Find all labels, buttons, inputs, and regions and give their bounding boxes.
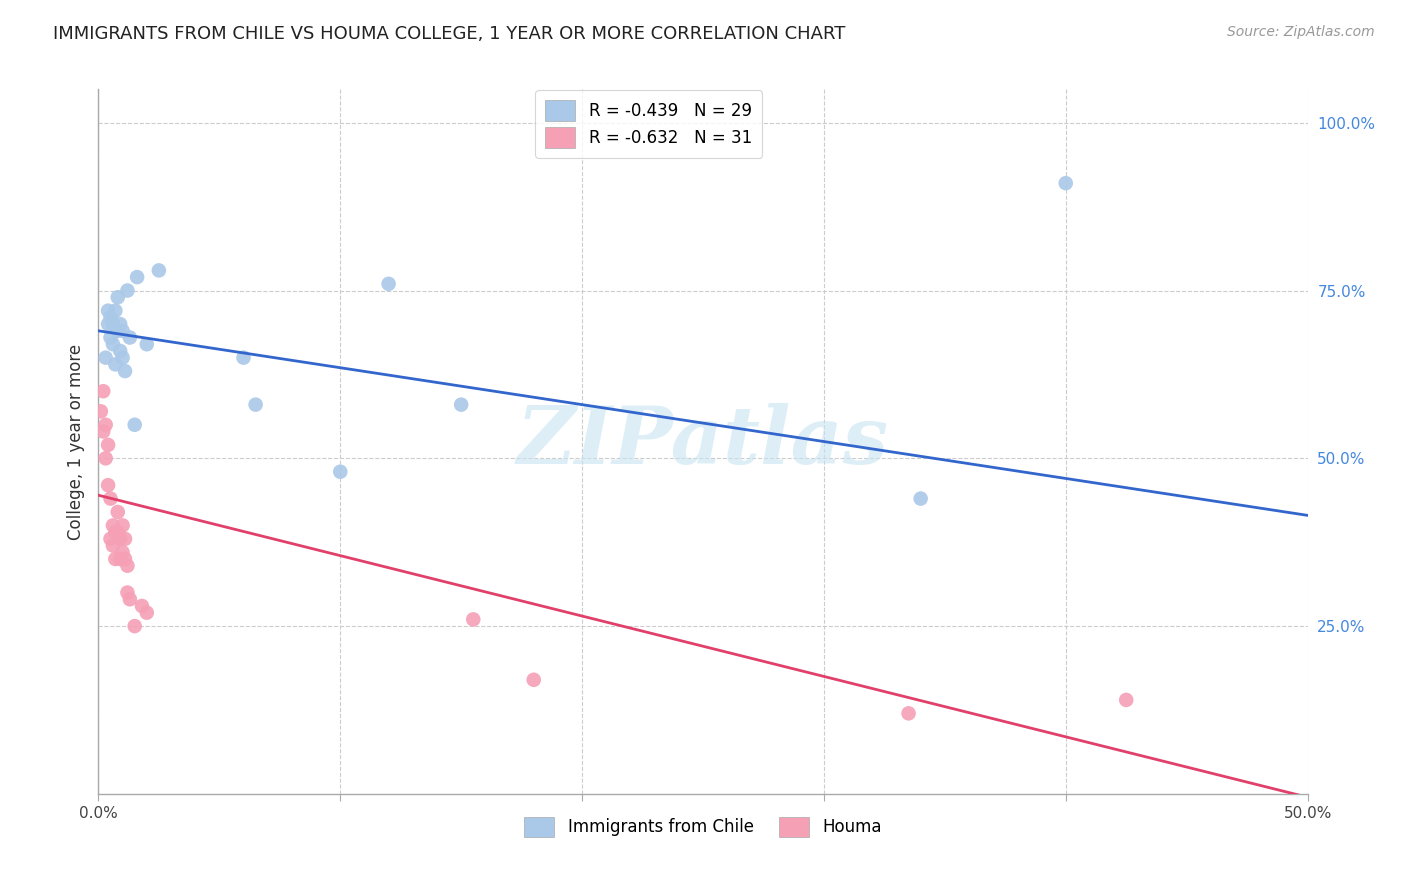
Point	[114, 552, 136, 566]
Point	[108, 343, 131, 358]
Point	[1115, 693, 1137, 707]
Point	[329, 465, 352, 479]
Point	[104, 525, 127, 540]
Point	[107, 505, 129, 519]
Point	[101, 518, 124, 533]
Point	[107, 290, 129, 304]
Point	[124, 417, 146, 432]
Point	[107, 324, 129, 338]
Point	[100, 330, 122, 344]
Y-axis label: College, 1 year or more: College, 1 year or more	[66, 343, 84, 540]
Point	[104, 303, 127, 318]
Point	[104, 552, 127, 566]
Point	[117, 558, 139, 573]
Point	[111, 518, 134, 533]
Point	[523, 673, 546, 687]
Point	[232, 351, 254, 365]
Point	[108, 552, 131, 566]
Point	[101, 317, 124, 331]
Point	[127, 270, 149, 285]
Point	[97, 303, 120, 318]
Point	[463, 612, 485, 626]
Point	[97, 478, 120, 492]
Point	[91, 425, 114, 439]
Point	[135, 606, 157, 620]
Point	[108, 317, 131, 331]
Point	[450, 398, 472, 412]
Point	[100, 532, 122, 546]
Point	[118, 330, 141, 344]
Point	[148, 263, 170, 277]
Legend: Immigrants from Chile, Houma: Immigrants from Chile, Houma	[516, 808, 890, 846]
Point	[245, 398, 267, 412]
Point	[111, 545, 134, 559]
Point	[114, 364, 136, 378]
Point	[101, 337, 124, 351]
Point	[100, 491, 122, 506]
Point	[104, 357, 127, 371]
Point	[117, 585, 139, 599]
Text: Source: ZipAtlas.com: Source: ZipAtlas.com	[1227, 25, 1375, 39]
Point	[101, 539, 124, 553]
Point	[377, 277, 399, 291]
Point	[111, 324, 134, 338]
Point	[91, 384, 114, 399]
Point	[94, 451, 117, 466]
Point	[94, 417, 117, 432]
Point	[100, 310, 122, 325]
Text: ZIPatlas: ZIPatlas	[517, 403, 889, 480]
Point	[97, 438, 120, 452]
Point	[108, 532, 131, 546]
Point	[94, 351, 117, 365]
Point	[897, 706, 920, 721]
Text: IMMIGRANTS FROM CHILE VS HOUMA COLLEGE, 1 YEAR OR MORE CORRELATION CHART: IMMIGRANTS FROM CHILE VS HOUMA COLLEGE, …	[53, 25, 846, 43]
Point	[118, 592, 141, 607]
Point	[107, 525, 129, 540]
Point	[910, 491, 932, 506]
Point	[131, 599, 153, 613]
Point	[1054, 176, 1077, 190]
Point	[90, 404, 112, 418]
Point	[114, 532, 136, 546]
Point	[111, 351, 134, 365]
Point	[97, 317, 120, 331]
Point	[117, 284, 139, 298]
Point	[124, 619, 146, 633]
Point	[135, 337, 157, 351]
